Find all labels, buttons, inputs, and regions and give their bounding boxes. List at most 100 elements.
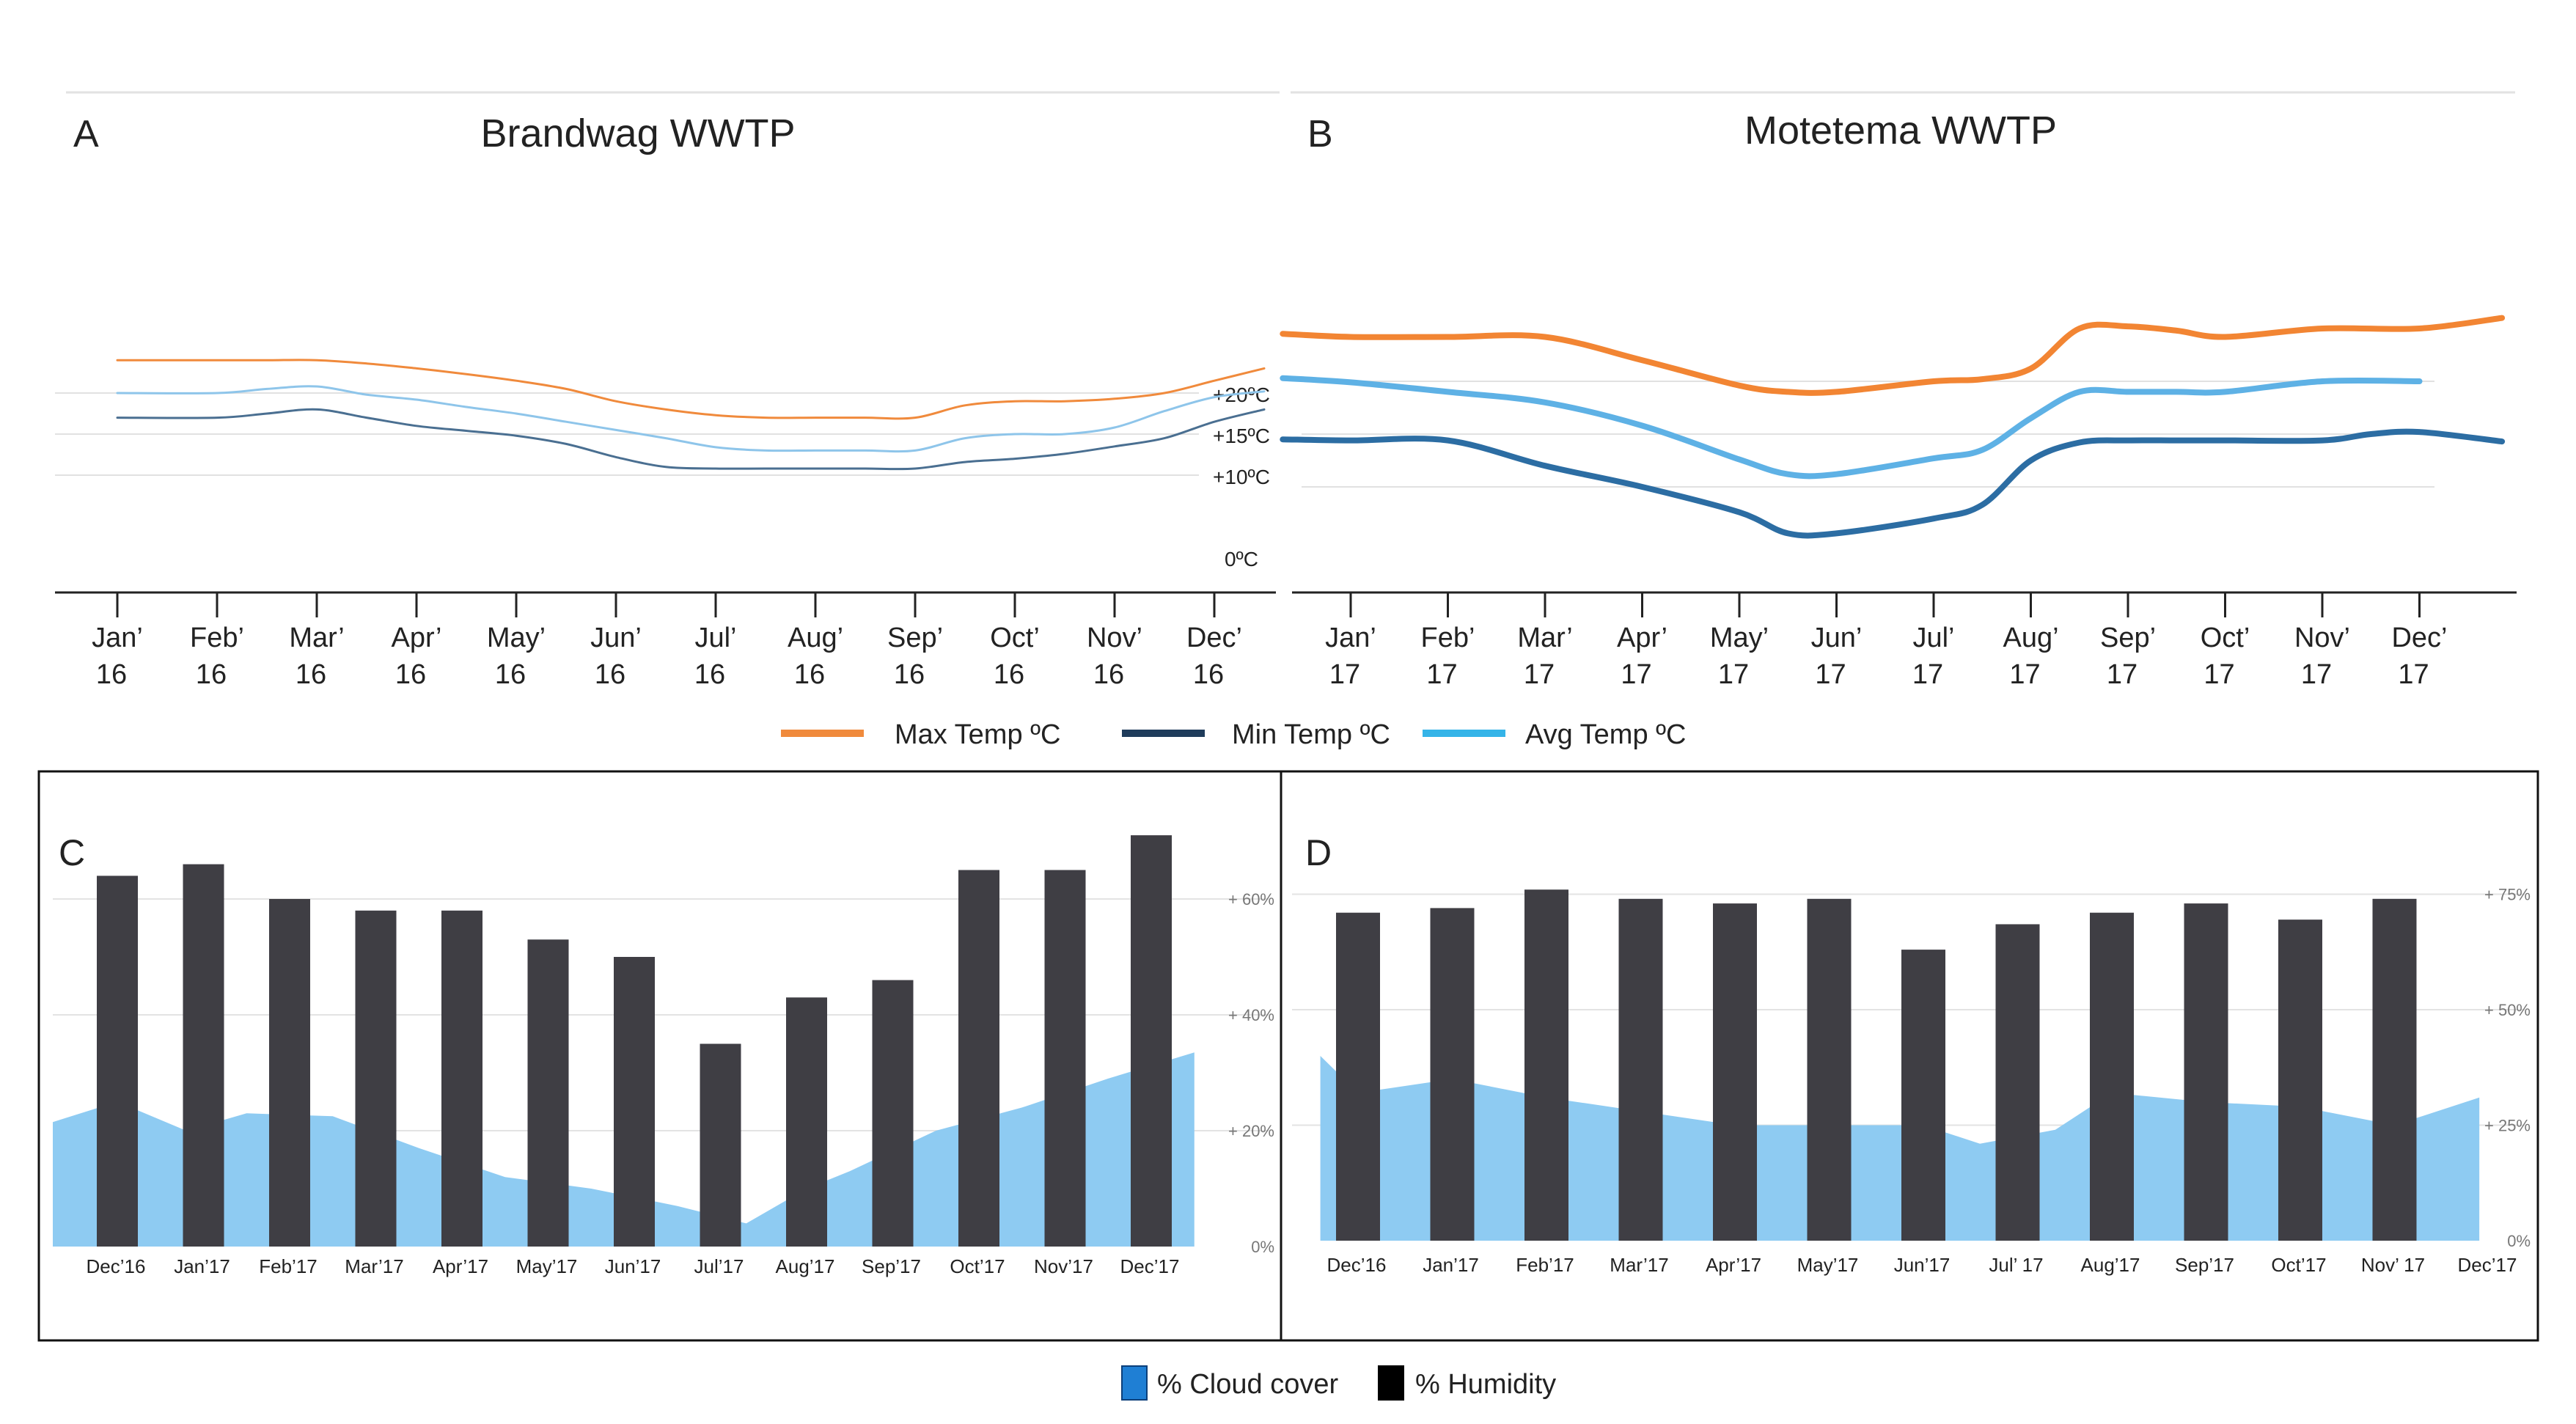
- y-tick-label: 0%: [1251, 1238, 1274, 1256]
- x-tick-label: Oct’17: [950, 1255, 1005, 1277]
- panel-a-title: Brandwag WWTP: [480, 111, 795, 155]
- panel-c-bar-chart: C 0% + 20% + 40% + 60% Dec’16 Jan’17 Feb’17 Ma…: [53, 832, 1274, 1277]
- x-tick-label: Jul’17: [694, 1255, 744, 1277]
- panel-c-letter: C: [59, 832, 85, 873]
- x-tick-label: Dec’16: [1327, 1254, 1387, 1276]
- humidity-bar: [1901, 950, 1945, 1241]
- x-tick-label: May’ 16: [487, 623, 546, 690]
- panel-a-letter: A: [73, 113, 99, 155]
- humidity-bar: [700, 1043, 741, 1247]
- x-tick-label: Jan’17: [1325, 623, 1376, 690]
- humidity-bar: [958, 870, 999, 1247]
- y-tick-label: + 50%: [2484, 1001, 2531, 1019]
- humidity-bar: [2090, 912, 2134, 1241]
- x-tick-label: Sep’17: [2175, 1254, 2234, 1276]
- humidity-bar: [1430, 908, 1475, 1241]
- x-tick-label: Jun’ 16: [590, 623, 642, 690]
- humidity-bar: [2372, 898, 2417, 1241]
- panel-a-line-chart: A Brandwag WWTP 0ºC+10ºC+15ºC+20ºC Jan’ 1…: [55, 91, 1280, 690]
- x-tick-label: Nov’17: [1034, 1255, 1093, 1277]
- x-tick-label: Mar’17: [1517, 623, 1572, 690]
- series-line-max-temp-c: [1280, 315, 2506, 396]
- x-tick-label: Feb’ 16: [190, 623, 244, 690]
- x-tick-label: Jan’17: [174, 1255, 230, 1277]
- series-line-min-temp-c: [1280, 428, 2506, 539]
- x-tick-label: Dec’17: [2458, 1254, 2517, 1276]
- x-tick-label: Oct’17: [2201, 623, 2250, 690]
- legend-cloud-cover-swatch: [1121, 1365, 1148, 1401]
- x-tick-label: Nov’ 17: [2361, 1254, 2425, 1276]
- y-tick-label: + 25%: [2484, 1117, 2531, 1135]
- x-tick-label: Dec’16: [1186, 623, 1242, 690]
- humidity-bar: [1336, 912, 1380, 1241]
- panel-d-letter: D: [1305, 832, 1332, 873]
- x-tick-label: Sep’ 16: [887, 623, 943, 690]
- x-tick-label: Apr’17: [1617, 623, 1667, 690]
- legend-min-temp-label: Min Temp ºC: [1232, 719, 1390, 750]
- humidity-bar: [1807, 898, 1852, 1241]
- humidity-bar: [97, 876, 138, 1247]
- x-tick-label: Dec’17: [1120, 1255, 1180, 1277]
- humidity-bar: [1618, 898, 1663, 1241]
- humidity-bar: [269, 899, 310, 1247]
- x-tick-label: Mar’17: [345, 1255, 403, 1277]
- x-tick-label: Jul’ 16: [694, 623, 737, 690]
- humidity-bar: [1131, 835, 1172, 1247]
- legend-humidity-swatch: [1378, 1365, 1404, 1401]
- x-tick-label: Apr’17: [433, 1255, 488, 1277]
- x-tick-label: Jul’ 17: [1989, 1254, 2043, 1276]
- humidity-bar: [2184, 903, 2228, 1241]
- x-tick-label: Oct’17: [2271, 1254, 2326, 1276]
- x-tick-label: Jan’17: [1423, 1254, 1479, 1276]
- x-tick-label: Feb’17: [1516, 1254, 1574, 1276]
- humidity-bar: [786, 997, 827, 1247]
- x-tick-label: Jan’ 16: [92, 623, 143, 690]
- panel-d-bar-chart: D 0% + 25% + 50% + 75% Dec’16 Jan’17 Feb’17 Ma…: [1292, 832, 2531, 1276]
- humidity-bar: [527, 939, 569, 1247]
- y-tick-label: + 40%: [1228, 1006, 1274, 1024]
- panel-b-letter: B: [1307, 113, 1333, 155]
- x-tick-label: Jun’17: [605, 1255, 661, 1277]
- x-tick-label: Aug’ 16: [788, 623, 843, 690]
- y-tick-label: + 60%: [1228, 890, 1274, 909]
- humidity-bar: [1044, 870, 1086, 1247]
- y-tick-label: 0ºC: [1225, 548, 1258, 570]
- humidity-bar: [2278, 920, 2322, 1241]
- humidity-bar: [614, 957, 655, 1247]
- x-tick-label: Aug’17: [2003, 623, 2058, 690]
- humidity-bar: [441, 910, 482, 1247]
- humidity-bar: [1713, 903, 1757, 1241]
- x-tick-label: Jul’17: [1912, 623, 1955, 690]
- series-line-min-temp-c: [116, 408, 1266, 471]
- y-tick-label: +15ºC: [1213, 425, 1270, 447]
- humidity-bar: [872, 980, 914, 1247]
- x-tick-label: Apr’ 16: [392, 623, 442, 690]
- x-tick-label: Sep’17: [862, 1255, 921, 1277]
- x-tick-label: Jun’17: [1811, 623, 1863, 690]
- x-tick-label: May’17: [516, 1255, 578, 1277]
- x-tick-label: Feb’17: [1421, 623, 1475, 690]
- x-tick-label: May’17: [1710, 623, 1769, 690]
- series-line-avg-temp-c: [116, 385, 1266, 453]
- y-tick-label: + 20%: [1228, 1122, 1274, 1140]
- y-tick-label: + 75%: [2484, 886, 2531, 904]
- x-tick-label: Feb’17: [259, 1255, 318, 1277]
- temperature-legend: Max Temp ºC Min Temp ºC Avg Temp ºC: [781, 719, 1686, 750]
- x-tick-label: Mar’ 16: [289, 623, 344, 690]
- x-tick-label: Nov’17: [2294, 623, 2350, 690]
- humidity-bar: [1524, 889, 1568, 1241]
- x-tick-label: Dec’17: [2391, 623, 2447, 690]
- lower-panels-frame: [37, 770, 2539, 1342]
- x-tick-label: Oct’ 16: [990, 623, 1040, 690]
- panel-b-line-chart: B Motetema WWTP Jan’ 17 Feb’ 17 Mar’ 17 Apr’ 17…: [1280, 91, 2517, 690]
- y-tick-label: 0%: [2507, 1232, 2531, 1250]
- humidity-bar: [355, 910, 397, 1247]
- legend-max-temp-label: Max Temp ºC: [895, 719, 1060, 750]
- x-tick-label: Aug’17: [776, 1255, 835, 1277]
- legend-humidity-label: % Humidity: [1415, 1369, 1556, 1400]
- x-tick-label: Nov’ 16: [1087, 623, 1142, 690]
- panel-b-title: Motetema WWTP: [1744, 109, 2057, 153]
- humidity-bar: [1995, 924, 2040, 1241]
- legend-cloud-cover-label: % Cloud cover: [1157, 1369, 1338, 1400]
- x-tick-label: Sep’17: [2100, 623, 2156, 690]
